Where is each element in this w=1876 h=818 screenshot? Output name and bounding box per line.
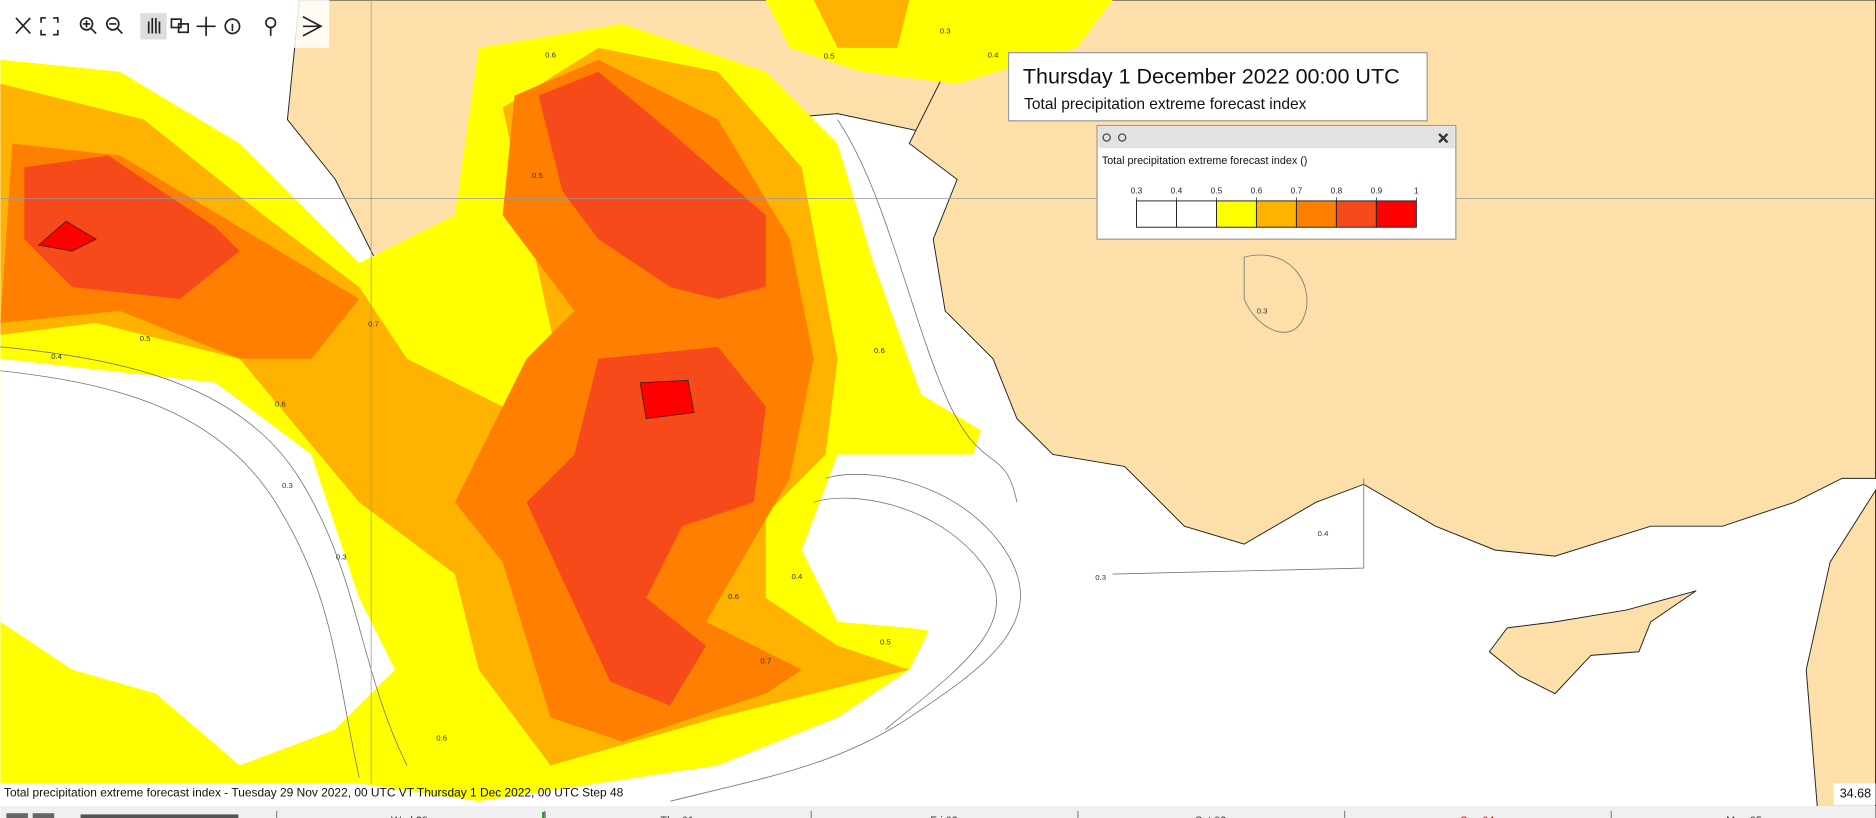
point-button[interactable]	[196, 16, 216, 36]
contour-label: 0.3	[336, 553, 347, 562]
pin-button[interactable]	[265, 17, 277, 36]
pan-button[interactable]	[140, 13, 167, 40]
legend-swatch	[1335, 200, 1377, 228]
legend-tick-label: 0.8	[1331, 186, 1343, 196]
legend-tick-label: 0.7	[1291, 186, 1303, 196]
legend-swatch	[1255, 200, 1297, 228]
legend-tick-label: 0.3	[1131, 186, 1143, 196]
contour-label: 0.6	[275, 400, 286, 409]
contour-line	[0, 370, 360, 778]
legend-tick-label: 1	[1414, 186, 1419, 196]
legend-zoom-out[interactable]	[1117, 133, 1127, 142]
timeline-button[interactable]	[32, 813, 55, 818]
cyprus	[1488, 590, 1697, 695]
index-area	[526, 346, 766, 706]
contour-label: 0.7	[368, 319, 379, 328]
legend-tick-label: 0.6	[1251, 186, 1263, 196]
sea	[0, 358, 396, 766]
timeline-label: Wed 30	[391, 815, 428, 818]
legend-title: Total precipitation extreme forecast ind…	[1102, 155, 1308, 167]
info-button[interactable]	[224, 18, 241, 35]
legend-tick-label: 0.5	[1211, 186, 1223, 196]
index-area	[538, 71, 766, 299]
contour-label: 0.6	[874, 346, 885, 355]
legend-tick-label: 0.4	[1171, 186, 1183, 196]
legend-tick-label: 0.9	[1371, 186, 1383, 196]
timeline-scroll[interactable]	[80, 814, 239, 818]
contour-line	[0, 346, 408, 766]
legend-swatch	[1215, 200, 1257, 228]
contour-line	[1243, 254, 1308, 333]
contour-label: 0.3	[1095, 573, 1106, 582]
subtitle: Total precipitation extreme forecast ind…	[1024, 96, 1307, 113]
timeline-label: Sun 04	[1460, 815, 1494, 818]
index-area	[37, 220, 97, 252]
title: Thursday 1 December 2022 00:00 UTC	[1023, 65, 1400, 89]
contour-label: 0.3	[282, 481, 293, 490]
contour-label: 0.5	[880, 638, 891, 647]
contour-label: 0.5	[140, 334, 151, 343]
contour-label: 0.6	[436, 733, 447, 742]
legend-header	[1098, 126, 1455, 149]
index-area	[639, 379, 695, 419]
contour-label: 0.6	[545, 50, 556, 59]
contour-label: 0.4	[51, 352, 62, 361]
send-button[interactable]	[302, 16, 323, 37]
legend-close[interactable]	[1438, 133, 1449, 144]
contour-line	[813, 497, 997, 730]
contour-label: 0.4	[988, 50, 999, 59]
legend: Total precipitation extreme forecast ind…	[1096, 124, 1457, 240]
timeline-label: Fri 02	[930, 815, 958, 818]
fullscreen-button[interactable]	[40, 17, 59, 36]
title-box	[1007, 52, 1428, 122]
legend-zoom-in[interactable]	[1102, 133, 1111, 142]
index-area	[24, 155, 240, 299]
contour-label: 0.3	[940, 26, 951, 35]
contour-label: 0.4	[1318, 529, 1329, 538]
index-area	[813, 0, 910, 48]
contour-line	[1112, 478, 1365, 575]
contour-line	[837, 119, 1018, 503]
timeline	[0, 806, 1876, 818]
zoom-out-button[interactable]	[106, 17, 123, 35]
contour-label: 0.6	[728, 592, 739, 601]
legend-swatch	[1295, 200, 1337, 228]
contour-label: 0.4	[791, 572, 802, 581]
toolbar	[0, 0, 330, 48]
timeline-label: Sat 03	[1195, 815, 1226, 818]
contour-label: 0.7	[760, 657, 771, 666]
contour-labels: 0.6 0.5 0.4 0.3 0.5 0.4 0.6 0.7 0.3 0.3 0.6 0.7 0.5 0…	[51, 26, 1329, 742]
close-button[interactable]	[15, 17, 31, 35]
legend-swatch	[1136, 200, 1177, 228]
timeline-button[interactable]	[6, 813, 28, 818]
timeline-labels: Wed 30 Thu 01 Fri 02 Sat 03 Sun 04 Mon 05	[276, 810, 1762, 818]
sea	[801, 454, 1029, 646]
coordinate-box	[1833, 783, 1876, 805]
select-button[interactable]	[170, 18, 190, 34]
zoom-in-button[interactable]	[79, 17, 97, 35]
pan-icon	[147, 17, 161, 34]
contour-label: 0.3	[1257, 306, 1268, 315]
legend-swatch	[1176, 200, 1217, 228]
timeline-label: Thu 01	[661, 815, 694, 818]
contour-label: 0.5	[824, 52, 835, 61]
contour-label: 0.5	[532, 171, 543, 180]
timeline-label: Mon 05	[1726, 815, 1762, 818]
legend-swatch	[1375, 200, 1417, 228]
coordinate: 34.68	[1840, 787, 1871, 801]
contour-line	[670, 473, 1021, 802]
status-text: Total precipitation extreme forecast ind…	[4, 785, 624, 799]
